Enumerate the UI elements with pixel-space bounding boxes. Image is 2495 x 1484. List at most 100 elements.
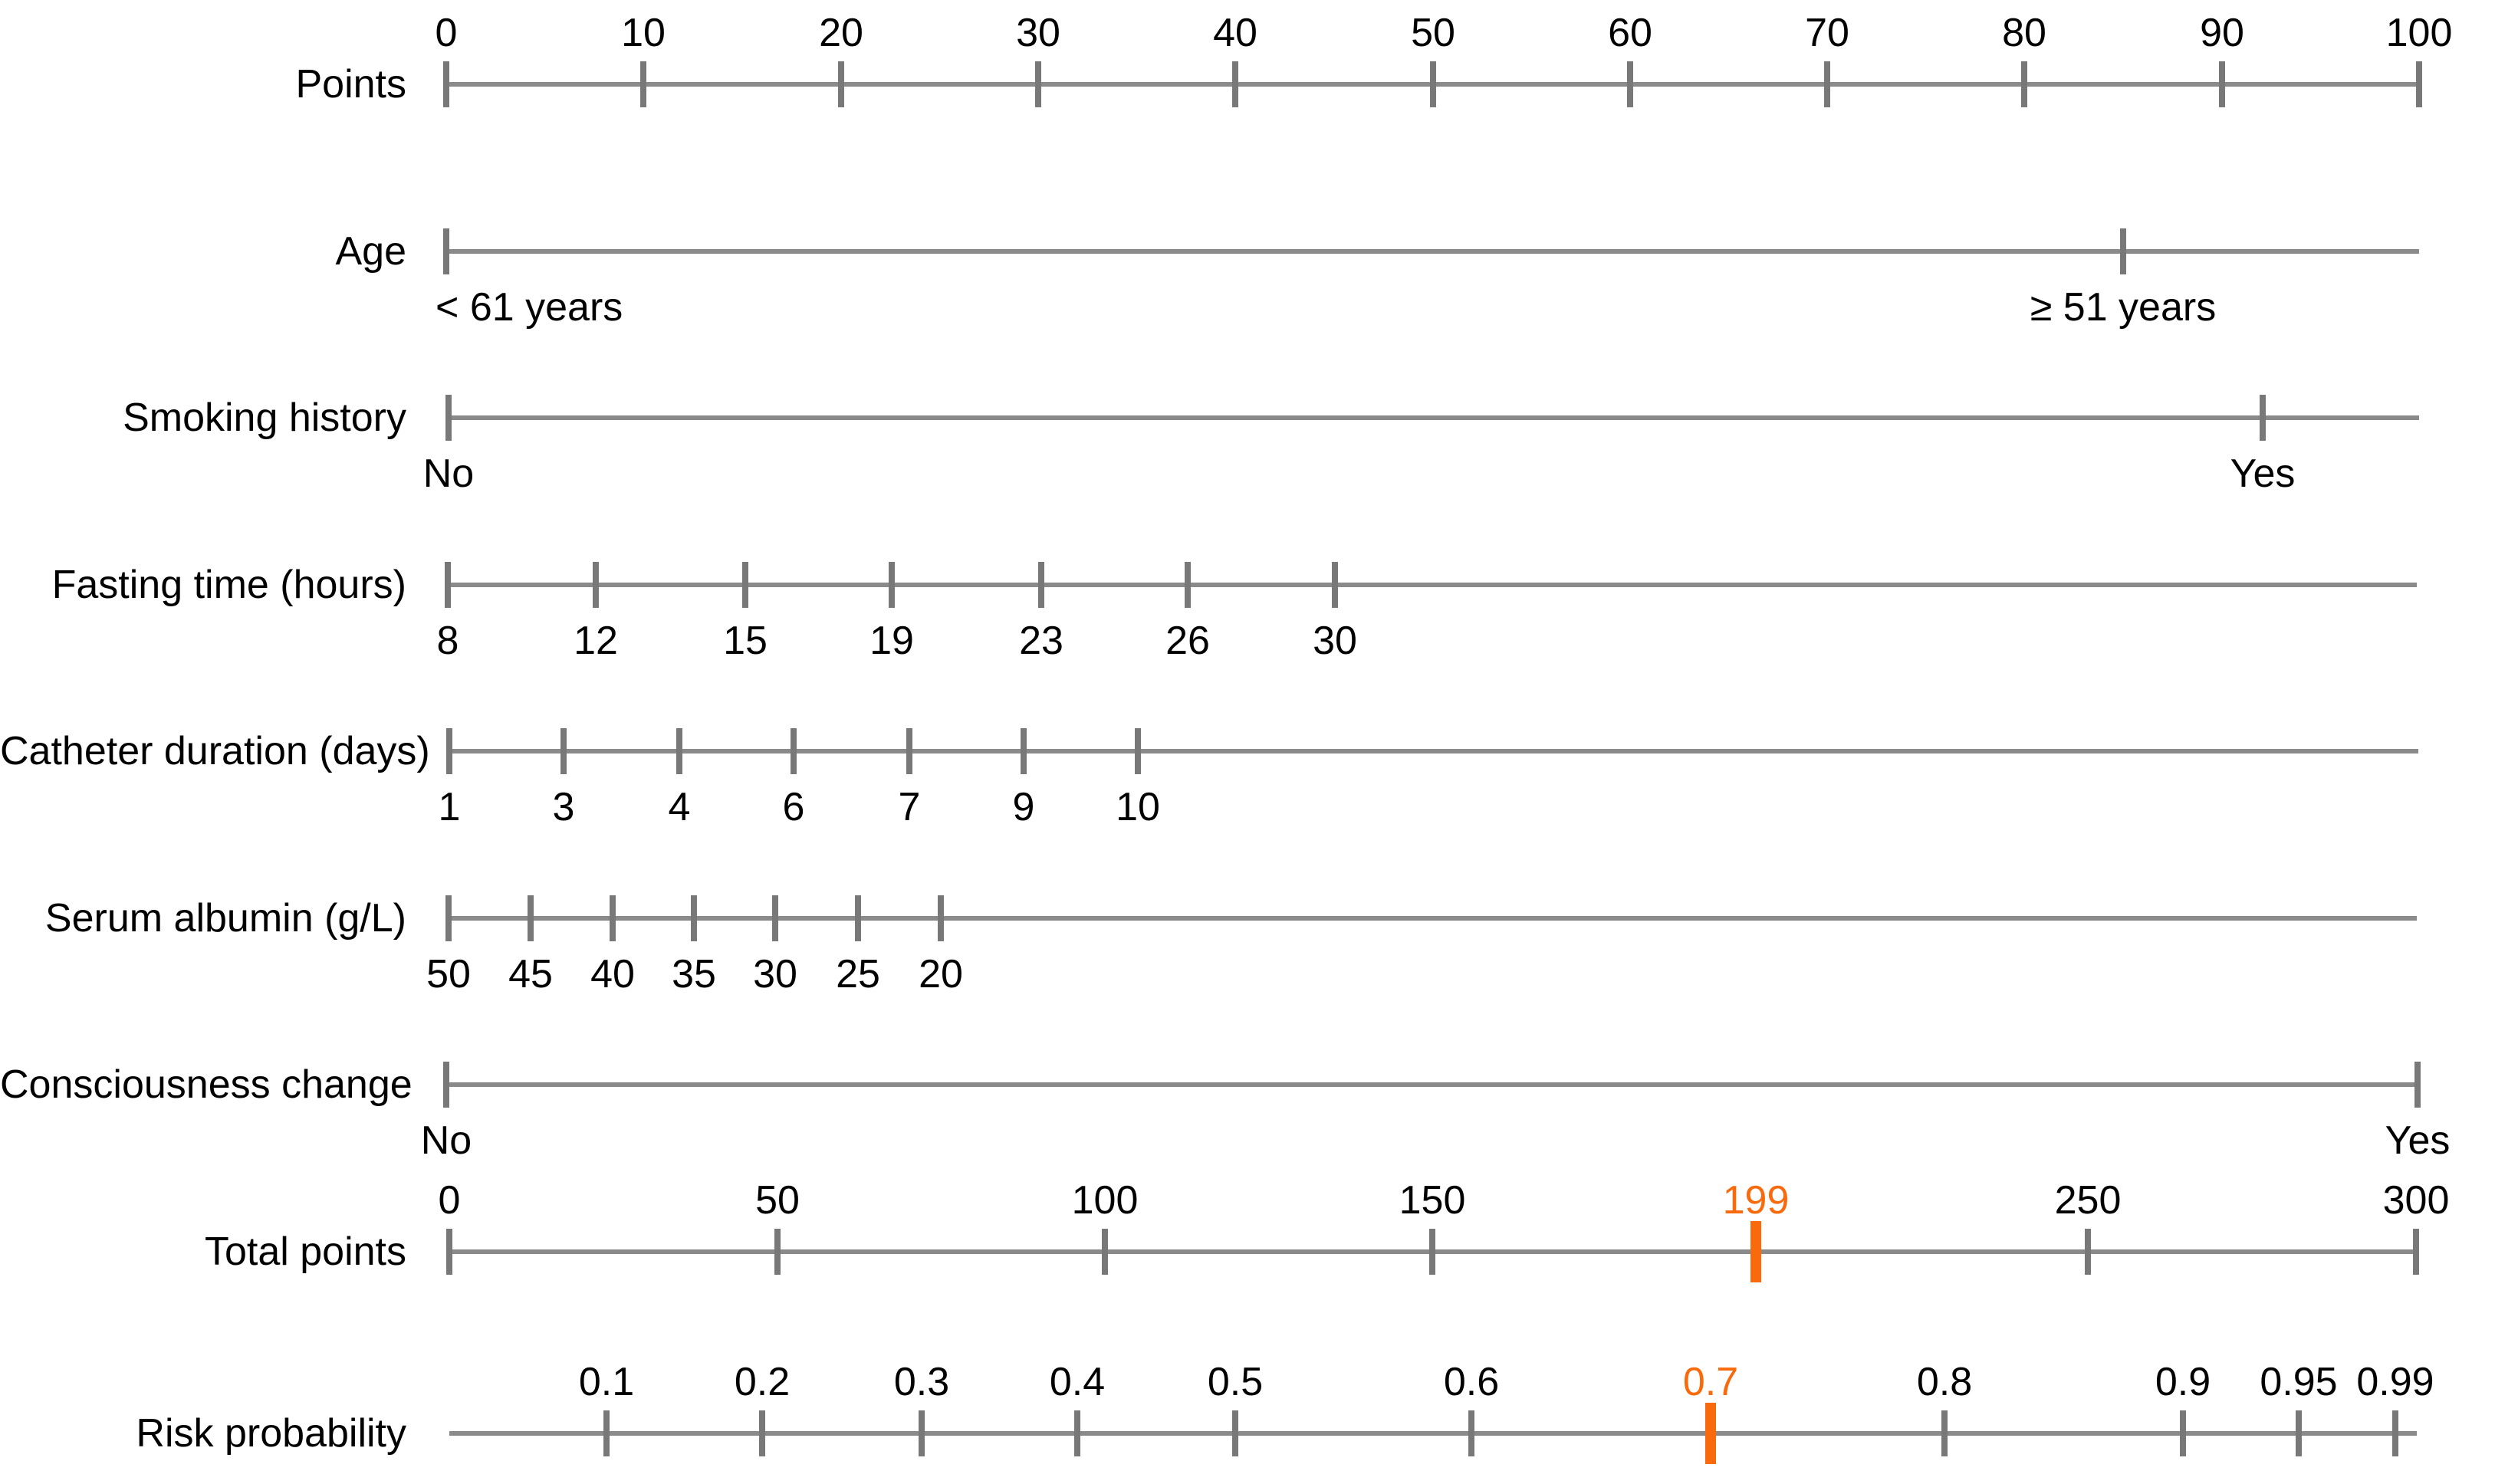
tick [593,562,599,608]
tick [640,61,646,107]
tick [1429,1229,1435,1275]
tick [1468,1410,1474,1456]
tick-label: 100 [2385,11,2453,55]
axis-label-serum-albumin: Serum albumin (g/L) [44,896,406,941]
tick-label: 80 [2002,11,2046,55]
tick [1021,728,1027,774]
tick [2120,228,2126,274]
axis-line [449,415,2419,420]
tick-label: 60 [1608,11,1652,55]
tick [443,228,449,274]
tick-label: 40 [1213,11,1257,55]
tick [603,1410,610,1456]
tick [1102,1229,1108,1275]
axis-label-age: Age [335,229,406,274]
tick [838,61,844,107]
tick [2021,61,2027,107]
tick [1035,61,1041,107]
tick-label: 23 [1019,619,1063,663]
tick-label: 0 [438,1178,461,1223]
tick-label: 30 [753,952,797,996]
highlight-label: 199 [1722,1178,1790,1223]
tick [446,728,452,774]
tick [791,728,797,774]
tick [1332,562,1338,608]
tick [2180,1410,2186,1456]
tick-label: ≥ 51 years [2030,285,2217,330]
tick [1941,1410,1948,1456]
highlight-marker [1750,1221,1761,1282]
tick-label: 10 [1116,785,1160,829]
tick-label: 300 [2382,1178,2450,1223]
tick-label: 30 [1313,619,1357,663]
tick [2219,61,2225,107]
tick [446,1229,452,1275]
tick [528,895,534,941]
tick-label: 0.4 [1049,1360,1106,1404]
tick-label: 0.1 [578,1360,635,1404]
tick [2296,1410,2302,1456]
tick-label: 8 [436,619,459,663]
tick-label: 15 [723,619,768,663]
tick-label: 0 [435,11,458,55]
tick-label: 50 [426,952,471,996]
tick-label: 40 [590,952,635,996]
tick [2392,1410,2398,1456]
tick-label: 0.9 [2155,1360,2211,1404]
axis-label-points: Points [295,62,406,107]
axis-line [446,1082,2419,1087]
tick-label: 45 [508,952,553,996]
tick-label: 26 [1165,619,1210,663]
tick-label: 25 [836,952,880,996]
tick-label: 0.5 [1207,1360,1264,1404]
tick [445,895,452,941]
tick-label: 0.95 [2260,1360,2338,1404]
tick-label: Yes [2385,1118,2451,1163]
tick [774,1229,781,1275]
tick-label: 90 [2200,11,2244,55]
tick-label: 30 [1016,11,1060,55]
tick-label: 6 [782,785,805,829]
tick-label: 0.8 [1916,1360,1973,1404]
tick-label: 20 [819,11,863,55]
tick-label: 70 [1805,11,1849,55]
tick [445,562,451,608]
axis-label-fasting-time: Fasting time (hours) [51,563,406,607]
tick [1232,1410,1238,1456]
tick-label: 12 [574,619,618,663]
tick [889,562,895,608]
tick [742,562,748,608]
axis-label-consciousness-change: Consciousness change [0,1062,413,1107]
tick [1038,562,1044,608]
tick-label: 1 [438,785,461,829]
tick-label: 9 [1012,785,1035,829]
tick-label: 150 [1399,1178,1466,1223]
axis-line [448,583,2417,587]
tick [1074,1410,1080,1456]
axis-line [446,249,2419,254]
tick-label: 0.3 [893,1360,950,1404]
tick [1627,61,1633,107]
tick [906,728,912,774]
axis-line [449,749,2418,753]
tick [1185,562,1191,608]
tick-label: No [422,451,475,496]
tick [1824,61,1830,107]
tick [691,895,697,941]
tick-label: 0.99 [2356,1360,2434,1404]
axis-line [449,916,2417,921]
tick-label: 35 [672,952,716,996]
tick-label: 0.6 [1443,1360,1500,1404]
tick-label: < 61 years [436,285,623,330]
tick-label: No [420,1118,472,1163]
tick [2416,61,2422,107]
tick [2414,1062,2421,1108]
tick-label: 3 [552,785,575,829]
tick [1430,61,1436,107]
tick [610,895,616,941]
tick-label: 250 [2054,1178,2122,1223]
tick [445,395,452,441]
tick [443,61,449,107]
tick [772,895,778,941]
